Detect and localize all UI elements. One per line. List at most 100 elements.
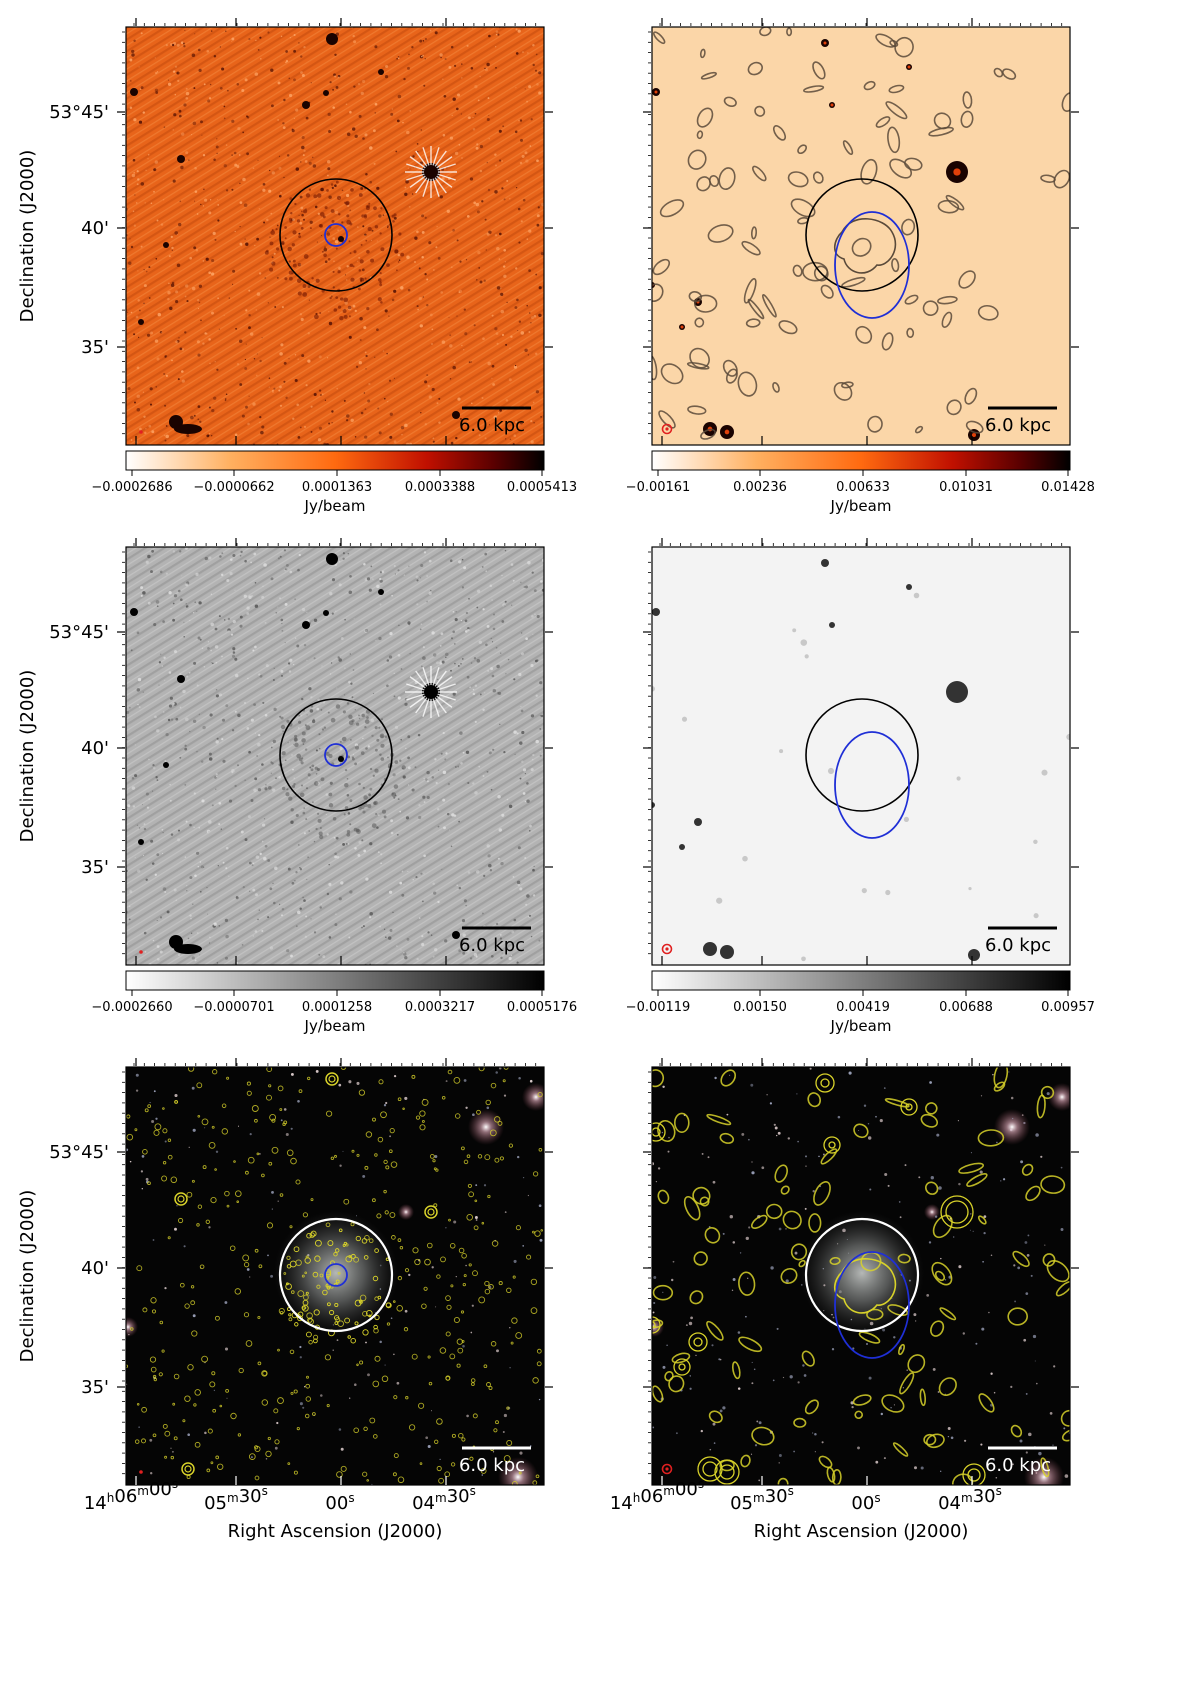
contour-blob xyxy=(468,1191,474,1198)
contour-blob xyxy=(334,1302,339,1308)
diffuse-emission xyxy=(387,765,391,769)
noise-speck xyxy=(236,165,240,168)
diffuse-emission xyxy=(326,189,329,192)
noise-speck xyxy=(306,611,308,613)
contour-blob xyxy=(432,1159,436,1163)
scale-bar-label: 6.0 kpc xyxy=(985,415,1051,436)
diffuse-emission xyxy=(364,725,367,729)
optical-star xyxy=(1032,1334,1037,1339)
dec-tick-label: 35' xyxy=(81,857,109,878)
noise-speck xyxy=(257,918,259,921)
diffuse-emission xyxy=(380,757,385,761)
noise-speck xyxy=(465,750,470,754)
noise-speck xyxy=(180,598,183,601)
contour-blob xyxy=(450,1462,456,1467)
noise-speck xyxy=(241,944,244,946)
noise-speck xyxy=(185,96,189,100)
optical-star xyxy=(384,1364,386,1366)
noise-speck xyxy=(438,421,441,424)
noise-speck xyxy=(384,74,389,79)
noise-speck xyxy=(439,661,443,665)
noise-speck xyxy=(361,268,365,272)
source-core xyxy=(830,103,834,107)
noise-speck xyxy=(518,119,520,122)
contour-blob xyxy=(234,1288,242,1295)
noise-speck xyxy=(364,351,367,354)
contour-line xyxy=(741,240,761,256)
contour-blob xyxy=(476,1109,481,1115)
noise-speck xyxy=(258,733,261,737)
noise-speck xyxy=(183,103,187,107)
noise-speck xyxy=(282,122,285,125)
noise-speck xyxy=(165,732,169,737)
noise-speck xyxy=(334,852,337,856)
optical-star xyxy=(462,1344,465,1348)
noise-speck xyxy=(461,77,463,79)
diffuse-emission xyxy=(400,252,405,257)
noise-speck xyxy=(514,753,516,756)
optical-star xyxy=(434,1154,438,1159)
noise-speck xyxy=(509,197,511,200)
contour-line xyxy=(914,425,924,434)
optical-star xyxy=(224,1301,228,1304)
contour-blob xyxy=(449,1353,456,1360)
noise-speck xyxy=(390,819,393,823)
optical-star xyxy=(926,1294,930,1297)
contour-blob xyxy=(350,1337,356,1344)
ra-unit: s xyxy=(996,1484,1002,1498)
optical-star xyxy=(280,1119,283,1122)
optical-star xyxy=(993,1391,996,1394)
contour-blob xyxy=(173,1373,180,1380)
noise-speck xyxy=(234,433,238,436)
noise-speck xyxy=(391,298,395,302)
contour-line xyxy=(833,381,853,401)
radio-source xyxy=(946,681,968,703)
optical-star xyxy=(969,1229,971,1231)
noise-speck xyxy=(145,270,148,273)
diffuse-emission xyxy=(323,253,327,258)
noise-speck xyxy=(326,892,330,896)
noise-speck xyxy=(449,378,452,380)
contour-line xyxy=(1055,1280,1070,1297)
noise-speck xyxy=(479,169,483,173)
noise-speck xyxy=(205,257,209,261)
noise-speck xyxy=(369,787,373,791)
noise-speck xyxy=(461,558,464,561)
diffuse-emission xyxy=(293,783,296,786)
diffuse-emission xyxy=(393,213,397,217)
optical-star xyxy=(249,1133,252,1136)
contour-blob xyxy=(312,1412,316,1416)
diffuse-emission xyxy=(315,278,320,283)
noise-speck xyxy=(226,578,230,583)
contour-blob xyxy=(355,1235,361,1242)
contour-line xyxy=(897,1253,911,1264)
diffuse-emission xyxy=(371,823,377,828)
noise-speck xyxy=(479,693,482,696)
noise-speck xyxy=(270,212,273,215)
optical-star xyxy=(150,1472,153,1475)
optical-star xyxy=(129,1160,132,1163)
diffuse-emission xyxy=(281,241,285,245)
noise-speck xyxy=(272,678,275,682)
optical-star xyxy=(1038,1451,1042,1456)
diffuse-emission xyxy=(346,214,350,218)
noise-speck xyxy=(433,269,435,271)
diffuse-emission xyxy=(374,768,379,773)
noise-speck xyxy=(364,435,368,439)
noise-speck xyxy=(303,899,306,902)
contour-blob xyxy=(495,1420,499,1425)
noise-speck xyxy=(148,758,150,761)
axes-frame xyxy=(651,546,1071,966)
contour-blob xyxy=(217,1463,224,1470)
contour-blob xyxy=(184,1303,190,1309)
contour-blob xyxy=(225,1389,229,1393)
source-contour xyxy=(719,1464,735,1480)
noise-speck xyxy=(338,897,342,901)
contour-line xyxy=(884,1098,910,1108)
noise-speck xyxy=(482,775,485,777)
noise-speck xyxy=(254,777,258,781)
contour-blob xyxy=(372,1380,380,1388)
optical-star xyxy=(983,1231,986,1235)
optical-star xyxy=(348,1080,352,1084)
noise-speck xyxy=(400,668,403,670)
